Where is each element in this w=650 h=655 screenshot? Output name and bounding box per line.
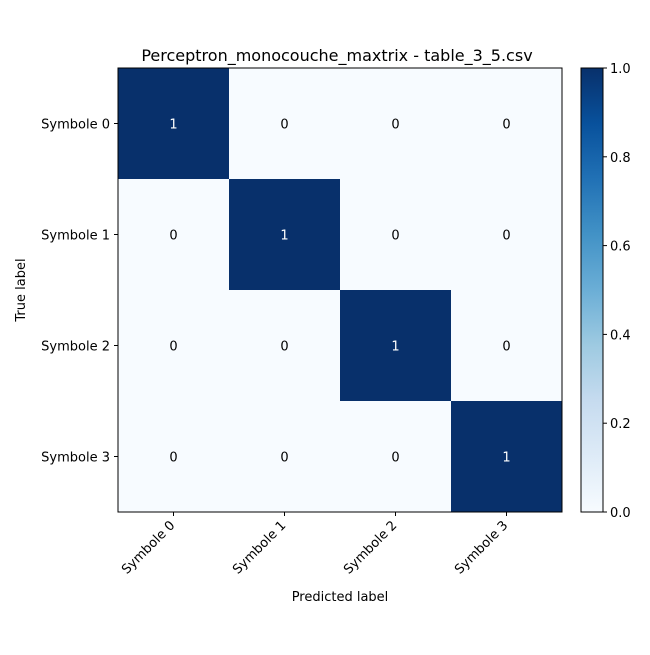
colorbar <box>580 67 604 513</box>
cell-value-label: 1 <box>391 340 399 355</box>
cell-value-label: 0 <box>391 118 399 133</box>
heatmap-cell <box>229 401 341 513</box>
heatmap-cells <box>118 68 563 513</box>
colorbar-tick-label: 0.6 <box>610 240 631 255</box>
heatmap-cell <box>118 68 230 180</box>
heatmap-cell <box>451 401 563 513</box>
heatmap-cell <box>118 179 230 291</box>
cell-value-label: 0 <box>502 229 510 244</box>
heatmap-cell <box>340 68 452 180</box>
colorbar-tick-label: 0.2 <box>610 417 631 432</box>
y-tick-label: Symbole 2 <box>41 340 110 355</box>
colorbar-tick-label: 0.0 <box>610 506 631 521</box>
heatmap-cell <box>118 290 230 402</box>
heatmap-cell <box>340 179 452 291</box>
cell-value-label: 1 <box>502 451 510 466</box>
cell-value-label: 0 <box>280 451 288 466</box>
y-tick-label: Symbole 3 <box>41 451 110 466</box>
colorbar-tick-label: 1.0 <box>610 62 631 77</box>
heatmap-cell <box>229 68 341 180</box>
y-tick-label: Symbole 0 <box>41 118 110 133</box>
cell-value-label: 0 <box>169 451 177 466</box>
heatmap-cell <box>451 68 563 180</box>
heatmap-cell <box>118 401 230 513</box>
y-axis: Symbole 0 Symbole 1 Symbole 2 Symbole 3 <box>41 118 118 466</box>
cell-value-label: 0 <box>280 340 288 355</box>
x-tick-label: Symbole 0 <box>119 518 178 577</box>
cell-value-label: 0 <box>169 340 177 355</box>
heatmap-cell <box>451 179 563 291</box>
cell-value-label: 0 <box>391 451 399 466</box>
cell-value-label: 0 <box>502 340 510 355</box>
heatmap-cell <box>340 290 452 402</box>
y-tick-label: Symbole 1 <box>41 229 110 244</box>
heatmap-cell <box>340 401 452 513</box>
colorbar-tick-label: 0.4 <box>610 328 631 343</box>
x-tick-label: Symbole 1 <box>230 518 289 577</box>
heatmap-cell <box>229 179 341 291</box>
cell-value-label: 0 <box>391 229 399 244</box>
cell-value-label: 0 <box>280 118 288 133</box>
x-tick-label: Symbole 3 <box>452 518 511 577</box>
chart-title: Perceptron_monocouche_maxtrix - table_3_… <box>141 46 532 66</box>
y-axis-label: True label <box>14 258 29 322</box>
cell-value-label: 0 <box>169 229 177 244</box>
x-axis: Symbole 0 Symbole 1 Symbole 2 Symbole 3 <box>119 512 511 577</box>
heatmap-cell-labels: 1 0 0 0 0 1 0 0 0 0 1 0 0 0 0 1 <box>169 118 510 466</box>
x-tick-label: Symbole 2 <box>341 518 400 577</box>
heatmap-cell <box>451 290 563 402</box>
colorbar-tick-label: 0.8 <box>610 151 631 166</box>
colorbar-ticks: 0.0 0.2 0.4 0.6 0.8 1.0 <box>603 62 631 521</box>
plot-frame <box>117 67 563 513</box>
x-axis-label: Predicted label <box>292 590 389 605</box>
heatmap-cell <box>229 290 341 402</box>
cell-value-label: 1 <box>280 229 288 244</box>
cell-value-label: 0 <box>502 118 510 133</box>
cell-value-label: 1 <box>169 118 177 133</box>
